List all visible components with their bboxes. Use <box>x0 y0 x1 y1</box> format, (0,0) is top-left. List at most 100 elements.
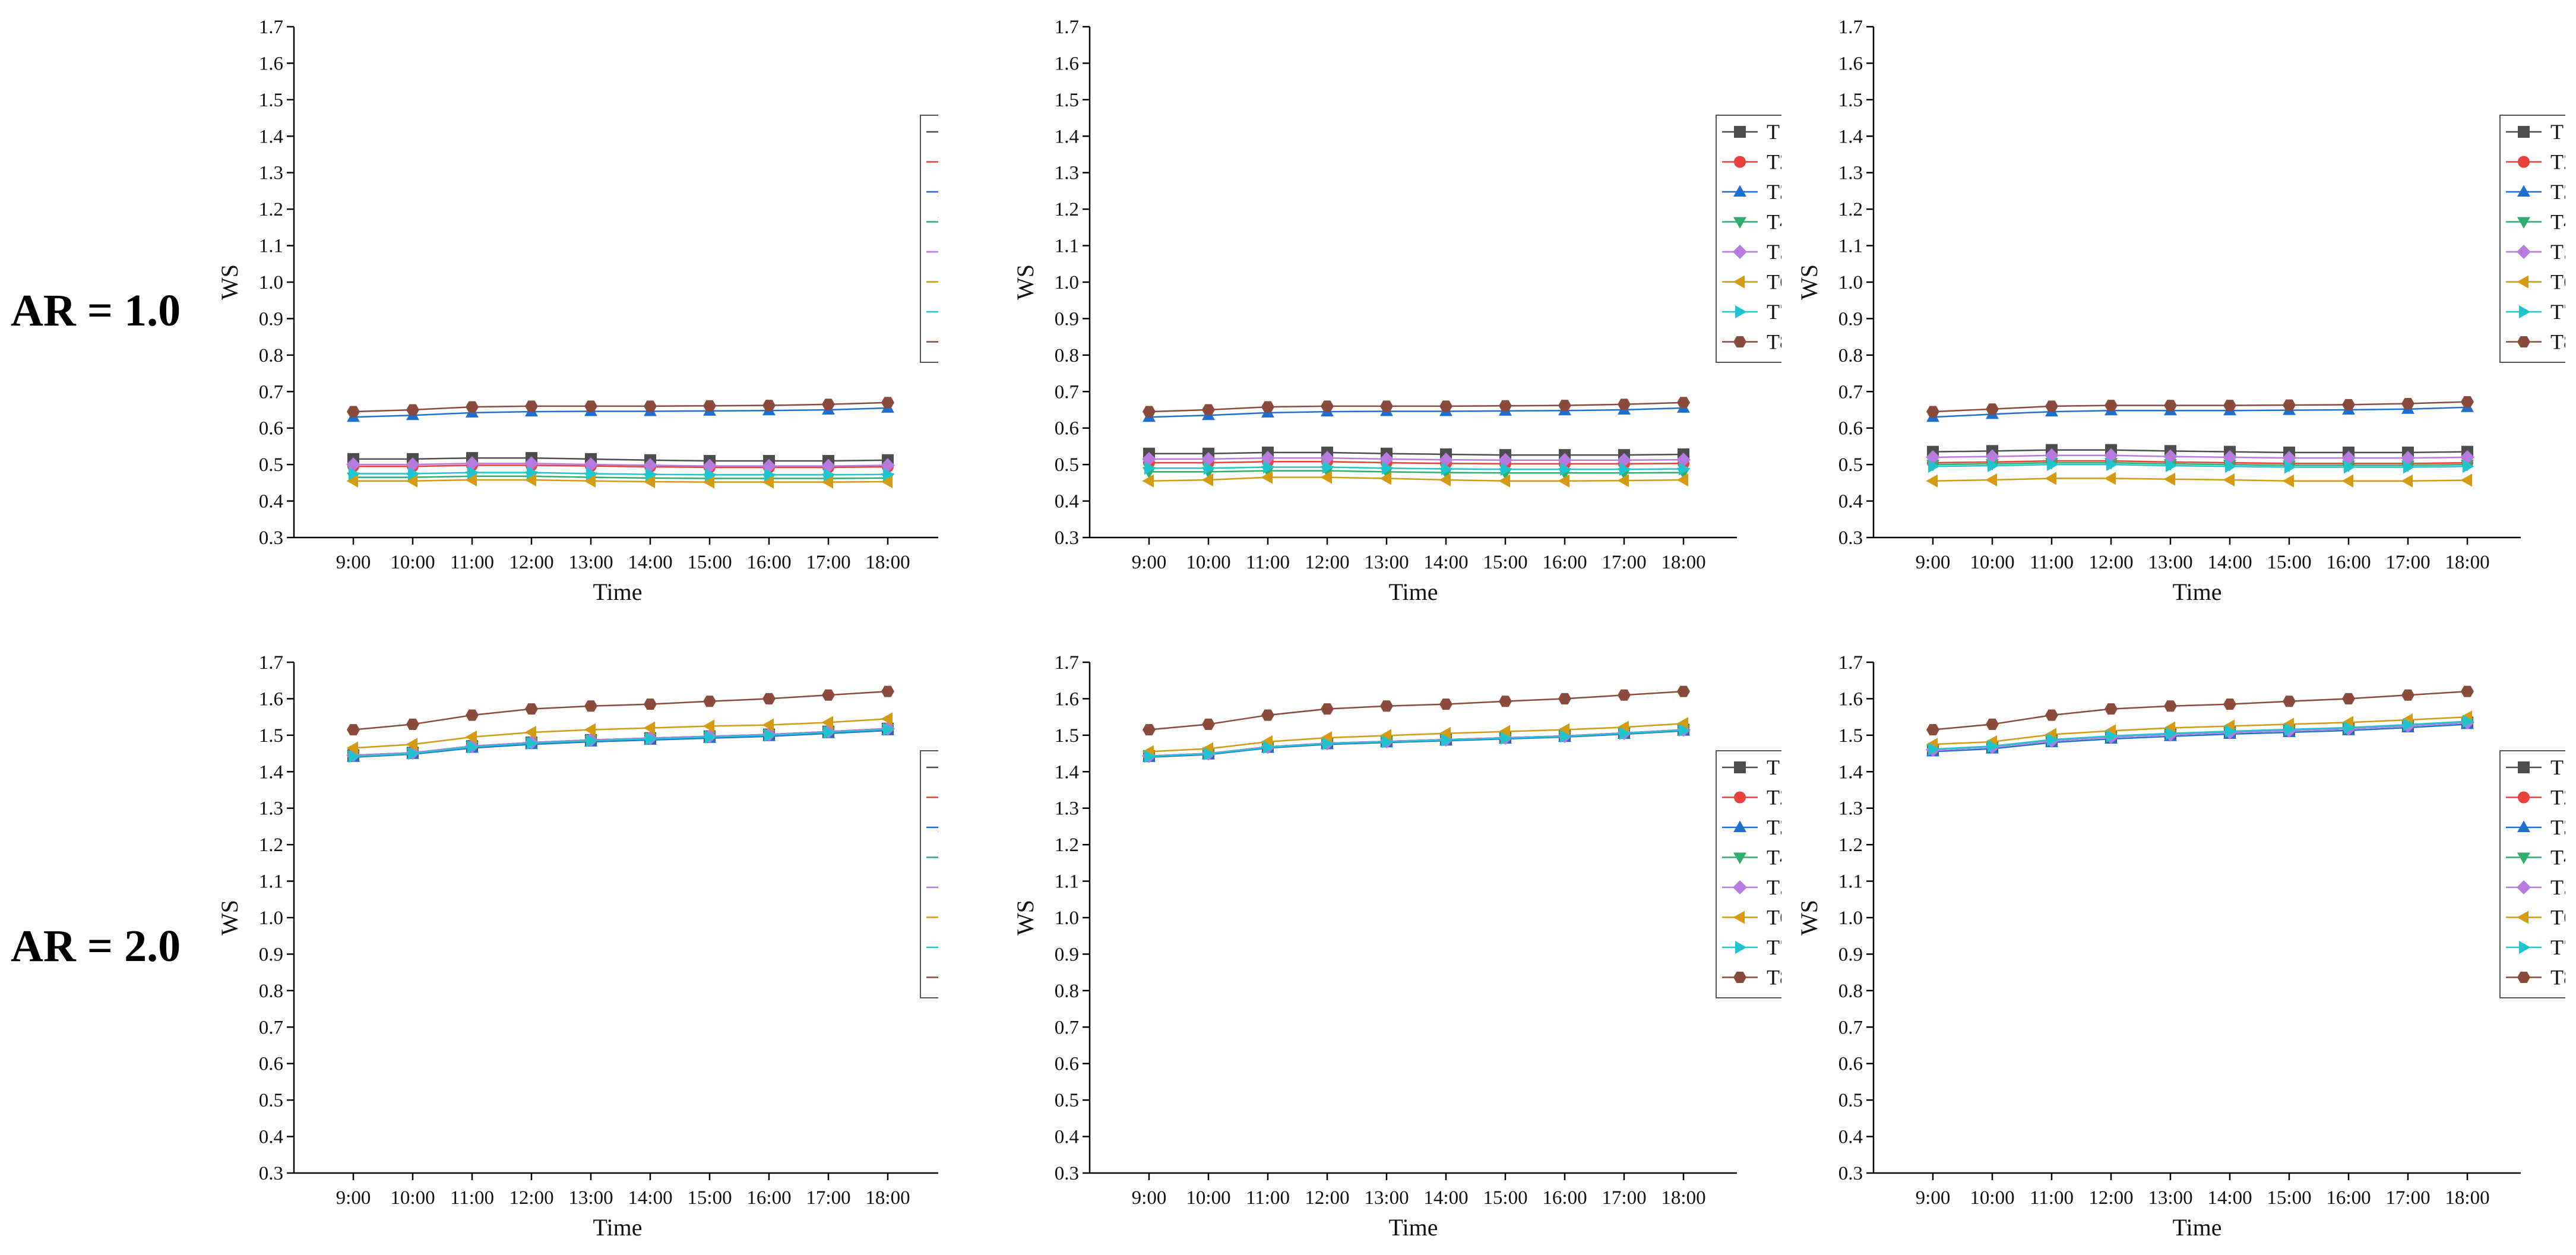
y-tick-label: 1.3 <box>1838 163 1863 184</box>
data-point-T6 <box>1558 474 1569 488</box>
data-point-T8 <box>1202 404 1215 416</box>
data-point-T7 <box>824 725 836 739</box>
data-point-T8 <box>822 399 835 410</box>
y-axis-title: WS <box>1012 900 1039 935</box>
y-tick-label: 1.3 <box>1055 798 1079 820</box>
series-line-T2 <box>1932 460 2468 464</box>
data-point-T7 <box>1560 729 1572 743</box>
data-point-T8 <box>1261 401 1274 413</box>
data-point-T6 <box>2223 473 2235 486</box>
data-point-T8 <box>1380 400 1393 412</box>
x-tick-label: 12:00 <box>2088 1187 2133 1209</box>
x-tick-label: 10:00 <box>1186 1187 1230 1209</box>
data-point-T6 <box>2282 474 2294 488</box>
legend-label-T7: T7 <box>2550 300 2565 324</box>
legend-marker-T7 <box>2519 941 2531 954</box>
x-axis-title: Time <box>1388 578 1438 605</box>
data-point-T6 <box>346 474 358 488</box>
data-point-T6 <box>1676 717 1688 731</box>
y-tick-label: 1.4 <box>1055 126 1079 147</box>
x-tick-label: 11:00 <box>450 1187 494 1209</box>
y-tick-label: 0.9 <box>1055 308 1079 330</box>
series-line-T8 <box>353 402 888 413</box>
chart-ar2-panel-1: 0.3 0.4 0.5 0.6 0.7 0.8 0.9 1.0 1.1 1.2 1.3 1.4 1.5 1… <box>216 652 938 1241</box>
y-tick-label: 0.6 <box>1838 418 1863 440</box>
x-axis-title: Time <box>1388 1214 1438 1241</box>
data-point-T8 <box>1380 700 1393 712</box>
y-tick-label: 1.1 <box>1055 871 1079 893</box>
data-point-T6 <box>465 473 477 486</box>
y-tick-label: 0.7 <box>259 1017 283 1038</box>
legend-label-T2: T2 <box>1767 150 1781 174</box>
x-tick-label: 12:00 <box>1305 1187 1349 1209</box>
legend-box <box>2499 115 2565 363</box>
legend-label-T5: T5 <box>1767 875 1781 899</box>
series-line-T6 <box>1932 478 2468 482</box>
legend-marker-T1 <box>1734 126 1746 138</box>
x-tick-label: 15:00 <box>2267 552 2311 573</box>
data-point-T7 <box>2047 733 2059 747</box>
y-tick-label: 1.7 <box>259 17 283 38</box>
y-tick-label: 1.4 <box>1055 761 1079 783</box>
y-tick-label: 0.4 <box>259 491 283 513</box>
data-point-T7 <box>2225 725 2237 738</box>
data-point-T7 <box>586 467 598 480</box>
y-tick-label: 1.2 <box>1055 199 1079 220</box>
legend-marker-T5 <box>937 886 938 889</box>
x-axis-title: Time <box>593 578 642 605</box>
x-tick-label: 9:00 <box>1916 552 1951 573</box>
data-point-T7 <box>2403 460 2415 474</box>
y-tick-label: 0.8 <box>1055 981 1079 1002</box>
data-point-T7 <box>408 747 420 760</box>
data-point-T8 <box>1143 406 1156 418</box>
data-point-T6 <box>1498 725 1510 738</box>
data-point-T7 <box>1501 731 1512 745</box>
x-tick-label: 14:00 <box>2207 552 2252 573</box>
legend-marker-T2 <box>1734 791 1746 804</box>
x-tick-label: 17:00 <box>1602 1187 1646 1209</box>
legend-marker-T3 <box>1733 820 1746 832</box>
data-point-T8 <box>347 724 360 736</box>
data-point-T8 <box>703 696 716 707</box>
legend-marker-T3 <box>2517 820 2530 832</box>
series-T8 <box>1926 396 2474 418</box>
y-tick-label: 1.7 <box>1055 17 1079 38</box>
y-tick-label: 1.0 <box>259 272 283 293</box>
y-tick-label: 1.2 <box>1838 199 1863 220</box>
legend-label-T8: T8 <box>2550 330 2565 354</box>
y-tick-label: 0.6 <box>1838 1054 1863 1075</box>
series-T7 <box>349 723 895 763</box>
x-tick-label: 12:00 <box>509 1187 553 1209</box>
data-point-T6 <box>1439 726 1451 740</box>
y-tick-label: 0.8 <box>259 981 283 1002</box>
data-point-T6 <box>1617 720 1629 734</box>
series-line-T3 <box>1932 723 2468 753</box>
data-point-T8 <box>1499 696 1512 707</box>
x-axis-title: Time <box>2172 578 2221 605</box>
x-tick-label: 11:00 <box>2030 552 2074 573</box>
legend-marker-T8 <box>2517 336 2530 348</box>
y-tick-label: 1.5 <box>259 90 283 111</box>
data-point-T7 <box>2284 460 2296 474</box>
data-point-T7 <box>1619 463 1631 476</box>
data-point-T7 <box>2106 729 2118 743</box>
y-tick-label: 1.6 <box>259 688 283 710</box>
series-line-T8 <box>353 690 888 731</box>
series-line-T7 <box>1148 729 1684 757</box>
legend-label-T3: T3 <box>2550 815 2565 839</box>
data-point-T8 <box>1439 400 1452 412</box>
data-point-T6 <box>1985 473 1997 486</box>
y-tick-label: 0.5 <box>1838 1090 1863 1111</box>
data-point-T7 <box>467 740 479 754</box>
legend-marker-T5 <box>2517 245 2531 259</box>
data-point-T8 <box>1986 718 1999 730</box>
y-tick-label: 1.1 <box>259 871 283 893</box>
x-tick-label: 16:00 <box>2326 552 2371 573</box>
series-line-T8 <box>1932 690 2468 731</box>
data-point-T6 <box>346 741 358 755</box>
x-tick-label: 18:00 <box>2445 552 2489 573</box>
legend-label-T2: T2 <box>1767 786 1781 810</box>
data-point-T7 <box>2166 459 2178 472</box>
data-point-T6 <box>2460 473 2472 487</box>
y-tick-label: 0.5 <box>259 454 283 476</box>
